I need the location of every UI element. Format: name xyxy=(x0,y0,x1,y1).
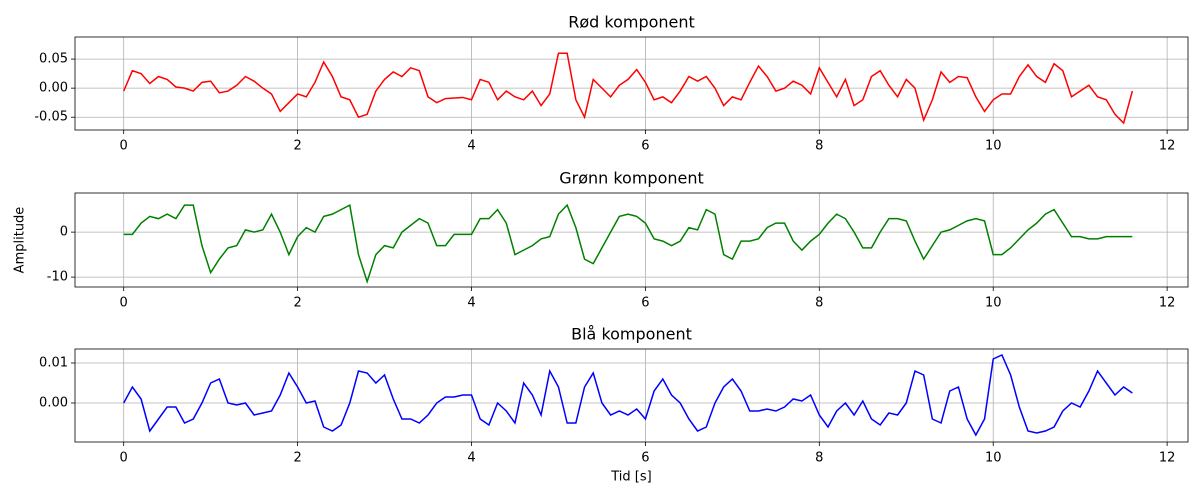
x-tick-label: 10 xyxy=(985,296,1002,311)
x-tick-label: 0 xyxy=(120,451,128,466)
x-tick-label: 0 xyxy=(120,296,128,311)
line xyxy=(123,52,1134,125)
x-tick-label: 8 xyxy=(815,451,823,466)
x-tick-label: 10 xyxy=(985,451,1002,466)
y-tick-label: 0.00 xyxy=(39,81,68,96)
chart-title: Rød komponent xyxy=(568,13,695,32)
x-tick-label: 8 xyxy=(815,296,823,311)
y-axis-label: Amplitude xyxy=(13,207,28,274)
chart-title: Grønn komponent xyxy=(559,169,704,188)
x-tick-label: 4 xyxy=(467,451,475,466)
x-tick-label: 12 xyxy=(1159,296,1176,311)
x-axis-label: Tid [s] xyxy=(610,470,651,485)
x-tick-label: 6 xyxy=(641,451,649,466)
y-tick-label: 0 xyxy=(60,225,68,240)
x-tick-label: 0 xyxy=(120,139,128,154)
x-tick-label: 8 xyxy=(815,139,823,154)
x-tick-label: 4 xyxy=(467,296,475,311)
x-tick-label: 2 xyxy=(293,451,301,466)
x-tick-label: 12 xyxy=(1159,139,1176,154)
x-tick-label: 4 xyxy=(467,139,475,154)
x-tick-label: 12 xyxy=(1159,451,1176,466)
y-tick-label: 0.05 xyxy=(39,52,68,67)
y-tick-label: 0.00 xyxy=(39,396,68,411)
x-tick-label: 2 xyxy=(293,296,301,311)
line xyxy=(123,353,1133,437)
line xyxy=(123,203,1133,285)
x-tick-label: 10 xyxy=(985,139,1002,154)
plot-frame xyxy=(74,192,1189,288)
plot-frame xyxy=(74,348,1189,443)
plot-frame xyxy=(74,36,1189,131)
y-tick-label: 0.01 xyxy=(39,356,68,371)
y-tick-label: -0.05 xyxy=(34,110,68,125)
y-tick-label: -10 xyxy=(47,270,68,285)
chart-title: Blå komponent xyxy=(571,325,692,344)
x-tick-label: 6 xyxy=(641,296,649,311)
x-tick-label: 2 xyxy=(293,139,301,154)
x-tick-label: 6 xyxy=(641,139,649,154)
